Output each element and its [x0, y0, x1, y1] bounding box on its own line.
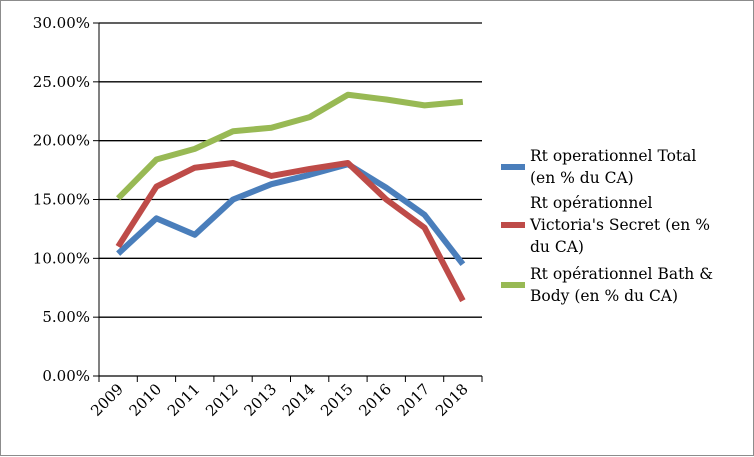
y-tick-label: 0.00% [42, 367, 90, 385]
legend-label: Rt opérationnel [530, 194, 653, 212]
legend-label: Body (en % du CA) [530, 287, 678, 305]
legend-entry: Rt opérationnel Victoria's Secret (en % du… [501, 194, 710, 256]
x-tick-label: 2014 [279, 380, 319, 420]
series-lines [118, 95, 463, 301]
legend-label: du CA) [530, 238, 584, 256]
y-tick-label: 20.00% [33, 132, 90, 150]
legend-entry: Rt operationnel Total (en % du CA) [501, 147, 696, 187]
y-tick-labels: 0.00% 5.00% 10.00% 15.00% 20.00% 25.00% 30.00% [33, 14, 90, 385]
series-line [118, 163, 463, 301]
x-tick-label: 2013 [240, 380, 280, 420]
x-tick-label: 2009 [87, 380, 127, 420]
y-tick-label: 25.00% [33, 73, 90, 91]
y-tick-label: 30.00% [33, 14, 90, 32]
legend-label: Rt opérationnel Bath & [530, 265, 713, 283]
y-tick-label: 15.00% [33, 191, 90, 209]
x-tick-label: 2012 [202, 380, 242, 420]
x-tick-label: 2018 [432, 380, 472, 420]
x-tick-label: 2015 [317, 380, 357, 420]
legend: Rt operationnel Total (en % du CA) Rt opér… [501, 147, 713, 305]
legend-label: (en % du CA) [530, 169, 634, 187]
x-tick-label: 2010 [126, 380, 166, 420]
legend-label: Rt operationnel Total [530, 147, 696, 165]
x-tick-label: 2011 [164, 380, 204, 420]
x-tick-label: 2016 [355, 380, 395, 420]
legend-label: Victoria's Secret (en % [529, 216, 710, 234]
series-2 [118, 163, 463, 301]
y-tick-label: 10.00% [33, 249, 90, 267]
legend-entry: Rt opérationnel Bath & Body (en % du CA) [501, 265, 713, 305]
axes [93, 23, 482, 382]
x-tick-label: 2017 [394, 380, 434, 420]
y-tick-label: 5.00% [42, 308, 90, 326]
